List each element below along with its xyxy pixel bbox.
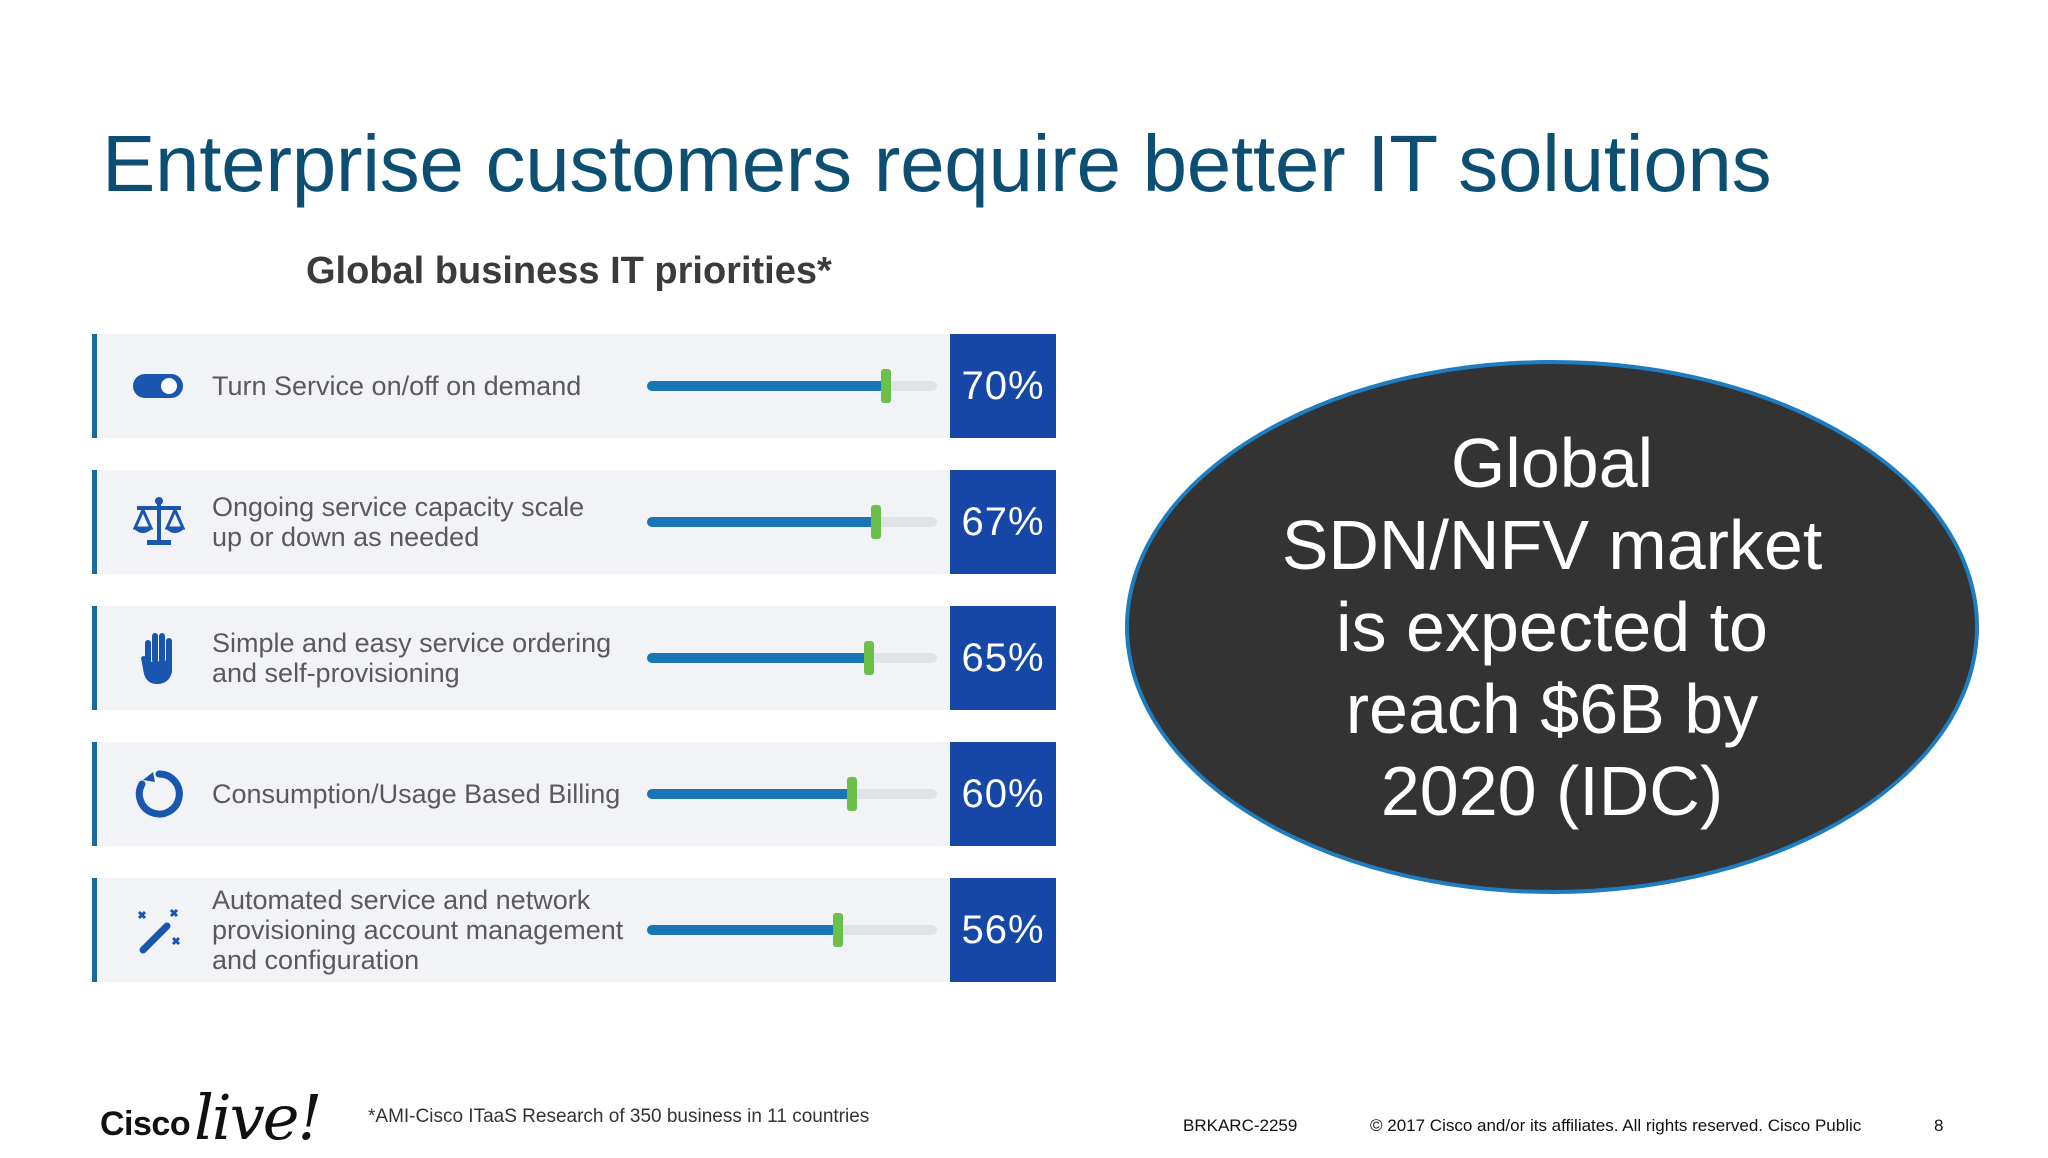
priority-bar-fill [647,517,876,527]
session-code: BRKARC-2259 [1183,1116,1298,1135]
priority-row: Consumption/Usage Based Billing 60% [92,742,1056,846]
priority-bar-fill [647,925,838,935]
circle-arrow-icon [129,764,189,824]
page-number: 8 [1934,1116,1944,1135]
logo-live-text: live! [194,1081,322,1154]
toggle-icon [129,356,189,416]
priority-row: Ongoing service capacity scale up or dow… [92,470,1056,574]
priority-bar-fill [647,789,852,799]
priority-bar [647,369,937,403]
priority-label: Automated service and network provisioni… [212,885,624,975]
priority-percent: 65% [950,606,1056,710]
priority-percent: 60% [950,742,1056,846]
priority-label: Ongoing service capacity scale up or dow… [212,492,585,552]
priority-bar-marker [881,369,891,403]
priority-bar-fill [647,381,886,391]
magic-wand-icon [129,900,189,960]
cisco-live-logo: Cisco live! [100,1068,322,1158]
copyright: © 2017 Cisco and/or its affiliates. All … [1370,1116,1862,1135]
scale-icon [129,492,189,552]
priority-bar-fill [647,653,869,663]
priority-percent: 67% [950,470,1056,574]
priority-label: Turn Service on/off on demand [212,371,582,401]
priority-bar-marker [871,505,881,539]
chart-subtitle: Global business IT priorities* [306,250,832,292]
priority-bar [647,505,937,539]
priority-bar [647,913,937,947]
logo-cisco-text: Cisco [100,1105,191,1143]
market-callout: Global SDN/NFV market is expected to rea… [1125,360,1979,894]
priority-bar [647,641,937,675]
priority-row: Automated service and network provisioni… [92,878,1056,982]
priority-row: Simple and easy service ordering and sel… [92,606,1056,710]
priority-percent: 56% [950,878,1056,982]
priority-percent: 70% [950,334,1056,438]
footnote: *AMI-Cisco ITaaS Research of 350 busines… [368,1106,870,1127]
priority-bar-marker [847,777,857,811]
priority-label: Simple and easy service ordering and sel… [212,628,612,688]
priority-bar-marker [833,913,843,947]
hand-icon [129,628,189,688]
priority-row: Turn Service on/off on demand 70% [92,334,1056,438]
priority-label: Consumption/Usage Based Billing [212,779,621,809]
market-callout-text: Global SDN/NFV market is expected to rea… [1281,424,1823,830]
priority-bar-marker [864,641,874,675]
priority-bar [647,777,937,811]
slide-title: Enterprise customers require better IT s… [102,119,1772,208]
